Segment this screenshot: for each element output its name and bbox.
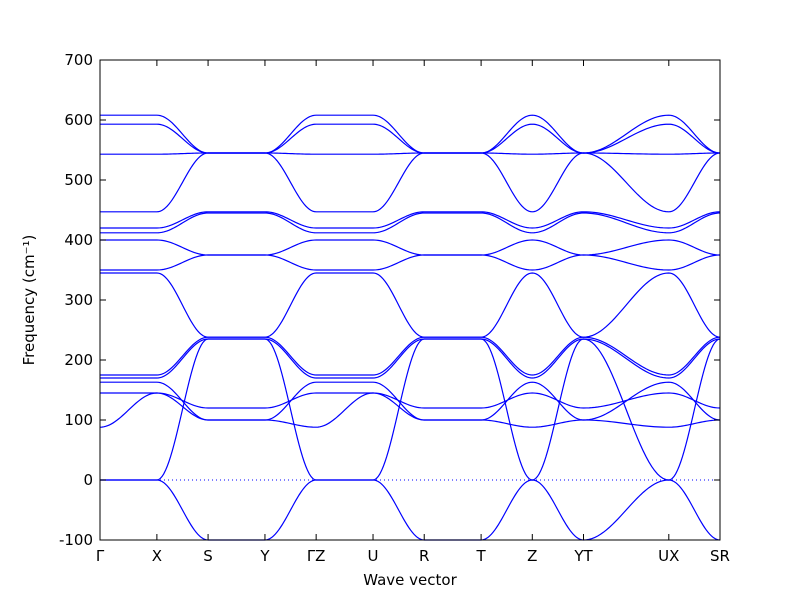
bands-group bbox=[99, 114, 721, 541]
y-tick-label: -100 bbox=[59, 531, 93, 549]
band-9 bbox=[100, 254, 721, 271]
y-tick-label: 700 bbox=[64, 51, 93, 69]
plot-frame bbox=[99, 59, 721, 541]
y-tick-label: 200 bbox=[64, 351, 93, 369]
band-7 bbox=[100, 336, 721, 376]
band-13 bbox=[100, 152, 721, 213]
band-16 bbox=[100, 114, 721, 154]
x-tick-label: T bbox=[476, 547, 487, 565]
x-tick-label: R bbox=[419, 547, 429, 565]
band-11 bbox=[100, 212, 721, 234]
y-tick-label: 500 bbox=[64, 171, 93, 189]
x-tick-label: SR bbox=[710, 547, 730, 565]
x-tick-label: Y bbox=[259, 547, 270, 565]
x-axis-label: Wave vector bbox=[363, 571, 457, 589]
band-5 bbox=[100, 381, 721, 421]
band-10 bbox=[100, 239, 721, 256]
y-tick-label: 400 bbox=[64, 231, 93, 249]
band-8 bbox=[100, 272, 721, 338]
x-tick-label: ΓZ bbox=[307, 547, 326, 565]
band-14 bbox=[100, 152, 720, 155]
y-axis-label: Frequency (cm⁻¹) bbox=[20, 235, 38, 366]
y-ticks: -100 0 100 200 300 400 500 600 700 bbox=[59, 51, 720, 549]
band-3 bbox=[99, 392, 721, 428]
x-tick-label: Z bbox=[527, 547, 537, 565]
band-1 bbox=[100, 479, 721, 541]
x-ticks: Γ X S Y ΓZ U R T Z YT UX SR bbox=[96, 60, 730, 565]
x-tick-label: Γ bbox=[96, 547, 105, 565]
y-tick-label: 300 bbox=[64, 291, 93, 309]
band-15 bbox=[100, 123, 721, 154]
x-tick-label: S bbox=[203, 547, 213, 565]
x-tick-label: U bbox=[368, 547, 379, 565]
x-tick-label: YT bbox=[573, 547, 593, 565]
band-6 bbox=[100, 338, 721, 379]
y-tick-label: 600 bbox=[64, 111, 93, 129]
band-2 bbox=[100, 338, 721, 481]
y-tick-label: 0 bbox=[83, 471, 93, 489]
band-12 bbox=[100, 211, 721, 229]
y-tick-label: 100 bbox=[64, 411, 93, 429]
x-tick-label: X bbox=[152, 547, 162, 565]
x-tick-label: UX bbox=[658, 547, 679, 565]
